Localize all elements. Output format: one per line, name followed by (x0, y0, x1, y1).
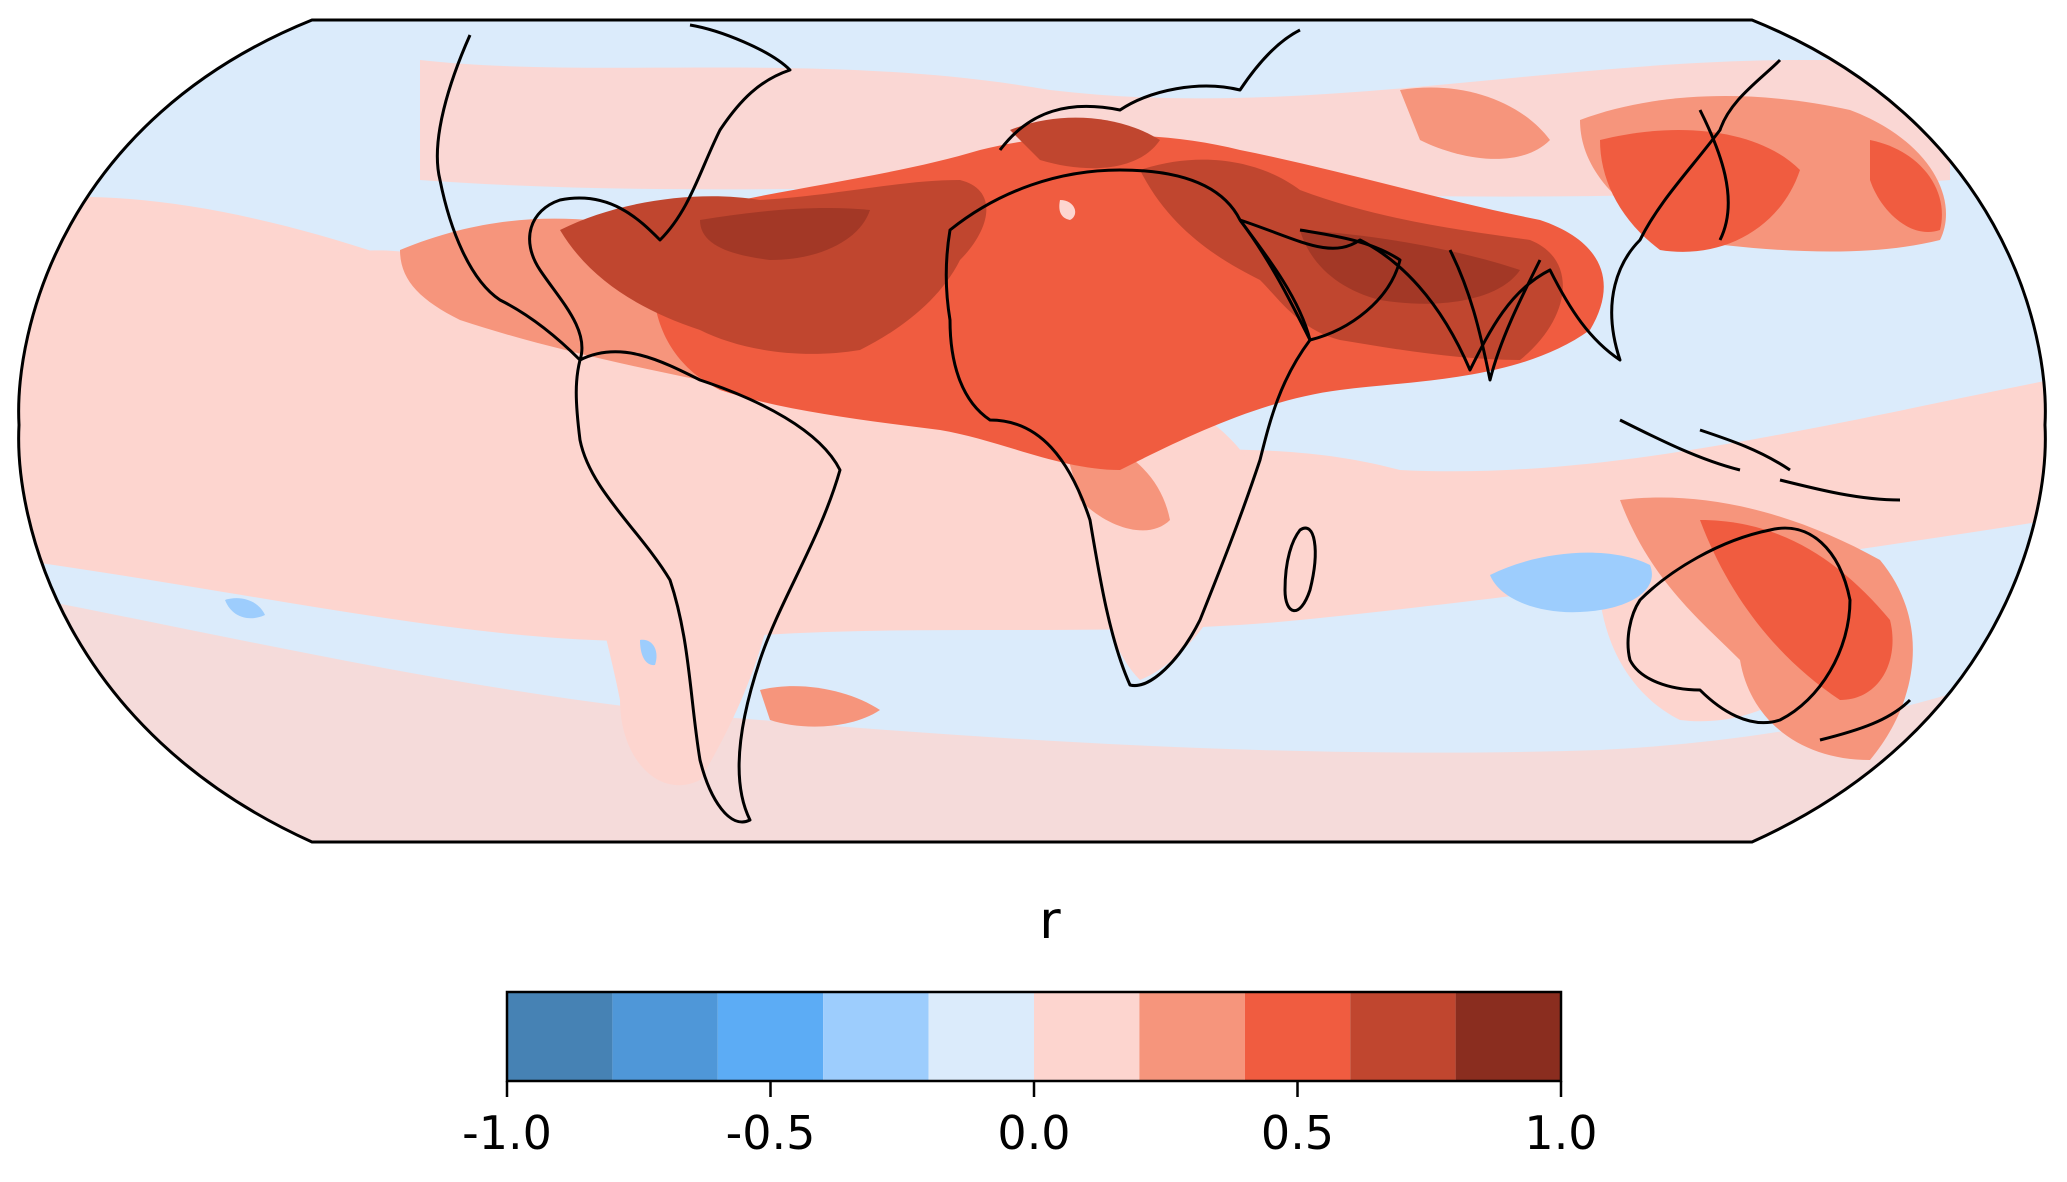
colorbar: -1.0 -0.5 0.0 0.5 1.0 (462, 990, 1598, 1160)
colorbar-swatch (1139, 992, 1245, 1081)
japan-coast (1698, 109, 1730, 241)
map-field (18, 20, 2046, 842)
south-america-coast (574, 350, 842, 824)
colorbar-swatch (1455, 992, 1561, 1081)
negative-areas (225, 200, 1652, 666)
arabia-coast (1238, 219, 1402, 342)
north-america-coast (435, 23, 792, 362)
colorbar-swatch (507, 992, 613, 1081)
map-boundary (17, 18, 2047, 844)
colorbar-swatch (1034, 992, 1140, 1081)
colorbar-tick-label: 1.0 (1524, 1106, 1597, 1160)
colorbar-title: r (1039, 891, 1061, 951)
colorbar-swatch (928, 992, 1034, 1081)
australia-coast (1626, 526, 1852, 725)
colorbar-swatch (612, 992, 718, 1081)
colorbar-swatch (1350, 992, 1456, 1081)
new-zealand-coast (1819, 698, 1912, 742)
colorbar-tick-label: -1.0 (462, 1106, 552, 1160)
maritime-continent-coast (1619, 418, 1901, 502)
colorbar-swatch (823, 992, 929, 1081)
colorbar-ticks: -1.0 -0.5 0.0 0.5 1.0 (462, 1081, 1598, 1160)
india-coast (1448, 249, 1542, 382)
colorbar-tick-label: -0.5 (726, 1106, 816, 1160)
coastlines (435, 23, 1912, 824)
madagascar-coast (1283, 526, 1317, 613)
colorbar-swatches (507, 992, 1561, 1081)
europe-coast (998, 28, 1301, 151)
colorbar-tick-label: 0.0 (997, 1106, 1070, 1160)
colorbar-tick-label: 0.5 (1261, 1106, 1334, 1160)
africa-coast (944, 168, 1312, 688)
colorbar-swatch (1244, 992, 1351, 1081)
colorbar-swatch (717, 992, 824, 1081)
